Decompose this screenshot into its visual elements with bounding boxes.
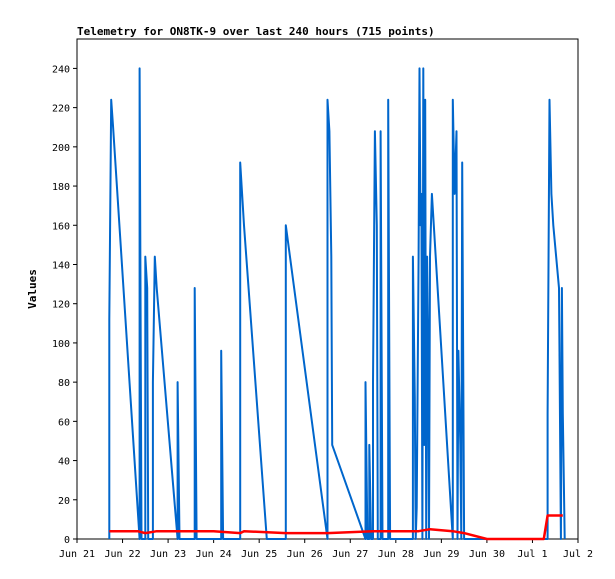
x-tick-label: Jun 26: [287, 549, 323, 560]
x-tick-label: Jul 2: [563, 549, 593, 560]
x-tick-label: Jul 1: [517, 549, 547, 560]
x-tick-label: Jun 24: [196, 549, 232, 560]
y-tick-label: 40: [58, 457, 70, 468]
y-axis: 0 20 40 60 80 100 120 140 160 180 200 220 240: [52, 64, 77, 546]
chart-title: Telemetry for ON8TK-9 over last 240 hour…: [77, 25, 435, 38]
y-tick-label: 60: [58, 417, 70, 428]
x-tick-label: Jun 22: [104, 549, 140, 560]
x-tick-label: Jun 27: [332, 549, 368, 560]
series-line-1: [108, 67, 566, 540]
series-line-2: [109, 514, 563, 541]
y-tick-label: 120: [52, 300, 70, 311]
y-axis-label: Values: [26, 269, 39, 309]
x-tick-label: Jun 23: [150, 549, 186, 560]
y-tick-label: 0: [64, 535, 70, 546]
y-tick-label: 200: [52, 143, 70, 154]
series-layer: [108, 67, 566, 541]
y-tick-label: 160: [52, 221, 70, 232]
x-tick-label: Jun 29: [423, 549, 459, 560]
y-tick-label: 220: [52, 104, 70, 115]
x-tick-label: Jun 28: [378, 549, 414, 560]
y-tick-label: 240: [52, 64, 70, 75]
y-tick-label: 140: [52, 260, 70, 271]
y-tick-label: 180: [52, 182, 70, 193]
y-tick-label: 80: [58, 378, 70, 389]
x-axis: Jun 21 Jun 22 Jun 23 Jun 24 Jun 25 Jun 26 Jun …: [59, 539, 593, 560]
y-tick-label: 20: [58, 496, 70, 507]
x-tick-label: Jun 21: [59, 549, 95, 560]
y-tick-label: 100: [52, 339, 70, 350]
x-tick-label: Jun 25: [241, 549, 277, 560]
x-tick-label: Jun 30: [469, 549, 505, 560]
